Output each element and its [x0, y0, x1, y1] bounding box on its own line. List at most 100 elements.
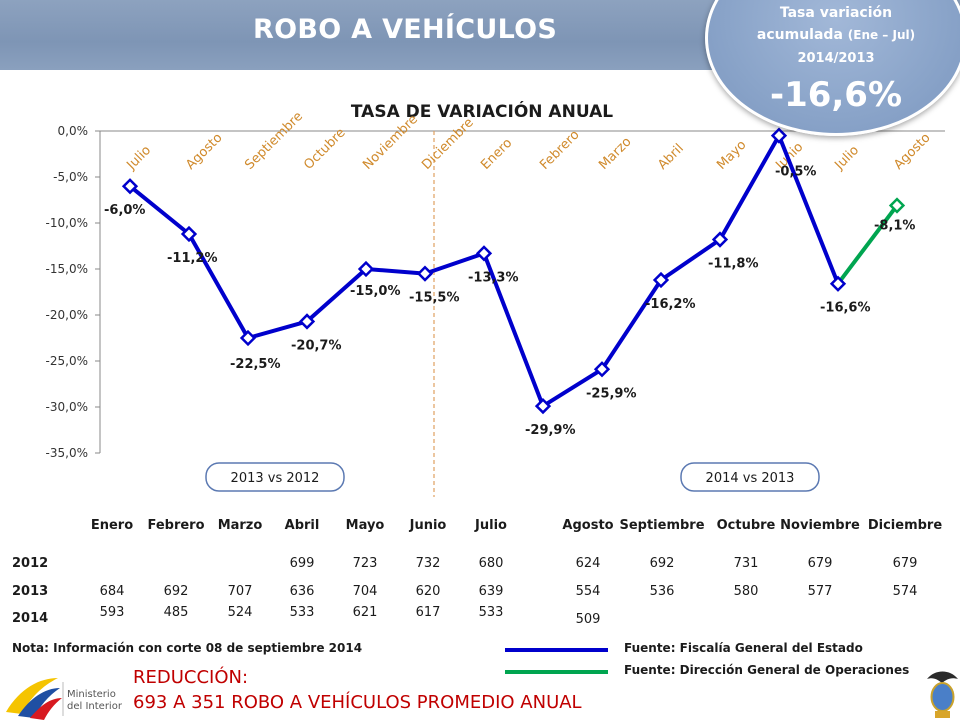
table-cell: 524: [227, 605, 253, 620]
y-tick-label: -5,0%: [53, 170, 88, 184]
table-cell: 617: [415, 605, 441, 620]
period-label-2013: 2013 vs 2012: [231, 471, 320, 486]
table-cell: 679: [807, 556, 833, 571]
y-tick-label: 0,0%: [58, 124, 89, 138]
data-label: -20,7%: [291, 338, 342, 353]
data-label: -29,9%: [525, 423, 576, 438]
table-cell: 536: [649, 584, 675, 599]
data-point: [416, 265, 434, 282]
data-label: -0,5%: [775, 165, 816, 180]
source-fiscalia: Fuente: Fiscalía General del Estado: [624, 641, 863, 655]
source-line-blue: [505, 648, 608, 652]
table-cell: 684: [99, 584, 125, 599]
data-label: -6,0%: [104, 203, 145, 218]
table-header-octubre: Octubre: [716, 518, 776, 533]
data-point: [534, 397, 552, 415]
table-cell: 593: [99, 605, 125, 620]
data-point: [298, 313, 316, 330]
page-title: ROBO A VEHÍCULOS: [253, 14, 558, 45]
badge-title: Tasa variación: [779, 5, 893, 21]
badge-value: -16,6%: [769, 75, 903, 115]
data-point: [711, 231, 729, 248]
monthly-data-table: Enero Febrero Marzo Abril Mayo Junio Jul…: [0, 510, 960, 640]
x-tick-label: Mayo: [714, 138, 749, 173]
data-point: [888, 197, 906, 214]
x-tick-label: Octubre: [301, 125, 348, 172]
table-cell: 679: [892, 556, 918, 571]
table-cell: 707: [227, 584, 253, 599]
period-box-2014: [680, 462, 820, 492]
x-tick-label: Diciembre: [419, 115, 477, 173]
ministerio-interior-logo: Ministerio del Interior: [6, 678, 123, 720]
table-cell: 624: [575, 556, 601, 571]
table-cell: 574: [892, 584, 918, 599]
x-tick-label: Septiembre: [242, 109, 306, 173]
table-year-2014: 2014: [12, 611, 49, 626]
table-cell: 680: [478, 556, 504, 571]
data-point: [357, 260, 375, 278]
x-tick-label: Abril: [655, 141, 687, 173]
condor-wings: [927, 671, 958, 683]
flag-swoosh-red: [30, 698, 62, 720]
data-point: [652, 271, 670, 289]
table-cell: 485: [163, 605, 189, 620]
table-header-diciembre: Diciembre: [867, 518, 943, 533]
badge-subtitle-period: (Ene – Jul): [847, 28, 916, 42]
data-point: [239, 329, 257, 347]
data-cutoff-note: Nota: Información con corte 08 de septie…: [12, 641, 363, 655]
data-label: -15,5%: [409, 291, 460, 306]
table-cell: 692: [649, 556, 675, 571]
table-cell: 621: [352, 605, 378, 620]
logo-text-line2: del Interior: [67, 701, 123, 712]
reduction-detail: 693 A 351 ROBO A VEHÍCULOS PROMEDIO ANUA…: [133, 692, 582, 713]
table-header-agosto: Agosto: [562, 518, 614, 533]
series-line-1: [836, 204, 899, 285]
table-cell: 580: [733, 584, 759, 599]
badge-subtitle-main: acumulada: [756, 27, 843, 43]
table-cell: 639: [478, 584, 504, 599]
data-label: -15,0%: [350, 284, 401, 299]
table-header-abril: Abril: [284, 518, 320, 533]
table-header-septiembre: Septiembre: [619, 518, 705, 533]
source-line-green: [505, 670, 608, 674]
x-tick-label: Febrero: [537, 127, 582, 172]
badge-years: 2014/2013: [797, 51, 875, 66]
x-tick-label: Enero: [478, 136, 515, 173]
data-point: [180, 225, 198, 243]
data-label: -11,2%: [167, 251, 218, 266]
reduction-heading: REDUCCIÓN:: [133, 667, 249, 688]
data-point: [593, 361, 611, 378]
table-header-junio: Junio: [409, 518, 447, 533]
table-header-mayo: Mayo: [345, 518, 385, 533]
table-cell: 699: [289, 556, 315, 571]
data-point: [829, 275, 847, 292]
badge-subtitle: acumulada (Ene – Jul): [708, 27, 960, 43]
table-cell: 723: [352, 556, 378, 571]
y-tick-label: -35,0%: [46, 446, 88, 460]
data-label: -13,3%: [468, 270, 519, 285]
line-chart: TASA DE VARIACIÓN ANUAL 0,0% -5,0% -10,0% -…: [46, 100, 945, 497]
period-label-2014: 2014 vs 2013: [706, 471, 795, 486]
table-cell: 554: [575, 584, 601, 599]
chart-title: TASA DE VARIACIÓN ANUAL: [351, 100, 613, 122]
x-tick-label: Agosto: [891, 130, 933, 172]
table-year-2013: 2013: [12, 584, 49, 599]
table-cell: 732: [415, 556, 441, 571]
table-cell: 636: [289, 584, 315, 599]
data-label: -16,2%: [645, 297, 696, 312]
data-label: -16,6%: [820, 301, 871, 316]
shield-oval: [930, 682, 955, 712]
coat-of-arms-emblem: [927, 671, 958, 718]
table-header-noviembre: Noviembre: [780, 518, 860, 533]
source-operaciones: Fuente: Dirección General de Operaciones: [624, 663, 910, 677]
shield-base: [935, 711, 950, 718]
y-tick-label: -10,0%: [46, 216, 88, 230]
accumulated-rate-badge: Tasa variación acumulada (Ene – Jul) 201…: [705, 0, 960, 136]
table-cell: 704: [352, 584, 378, 599]
table-cell: 533: [478, 605, 504, 620]
data-label: -11,8%: [708, 257, 759, 272]
y-tick-label: -30,0%: [46, 400, 88, 414]
x-tick-label: Julio: [832, 143, 863, 174]
y-tick-label: -20,0%: [46, 308, 88, 322]
table-cell: 509: [575, 612, 601, 627]
